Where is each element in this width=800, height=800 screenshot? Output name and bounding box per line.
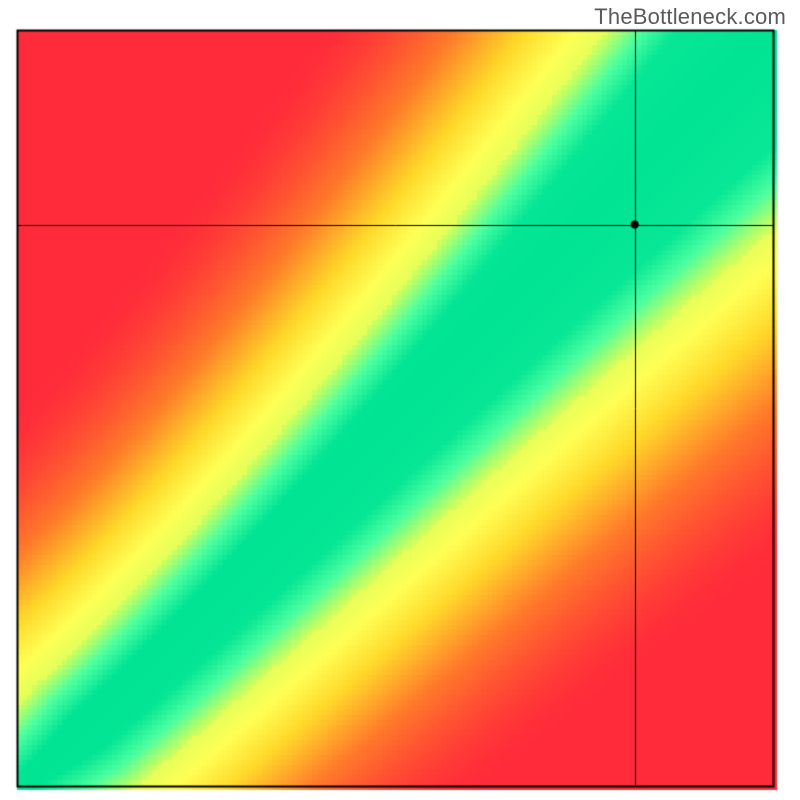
heatmap-canvas [0,0,800,800]
chart-container: TheBottleneck.com [0,0,800,800]
watermark-text: TheBottleneck.com [594,4,786,30]
